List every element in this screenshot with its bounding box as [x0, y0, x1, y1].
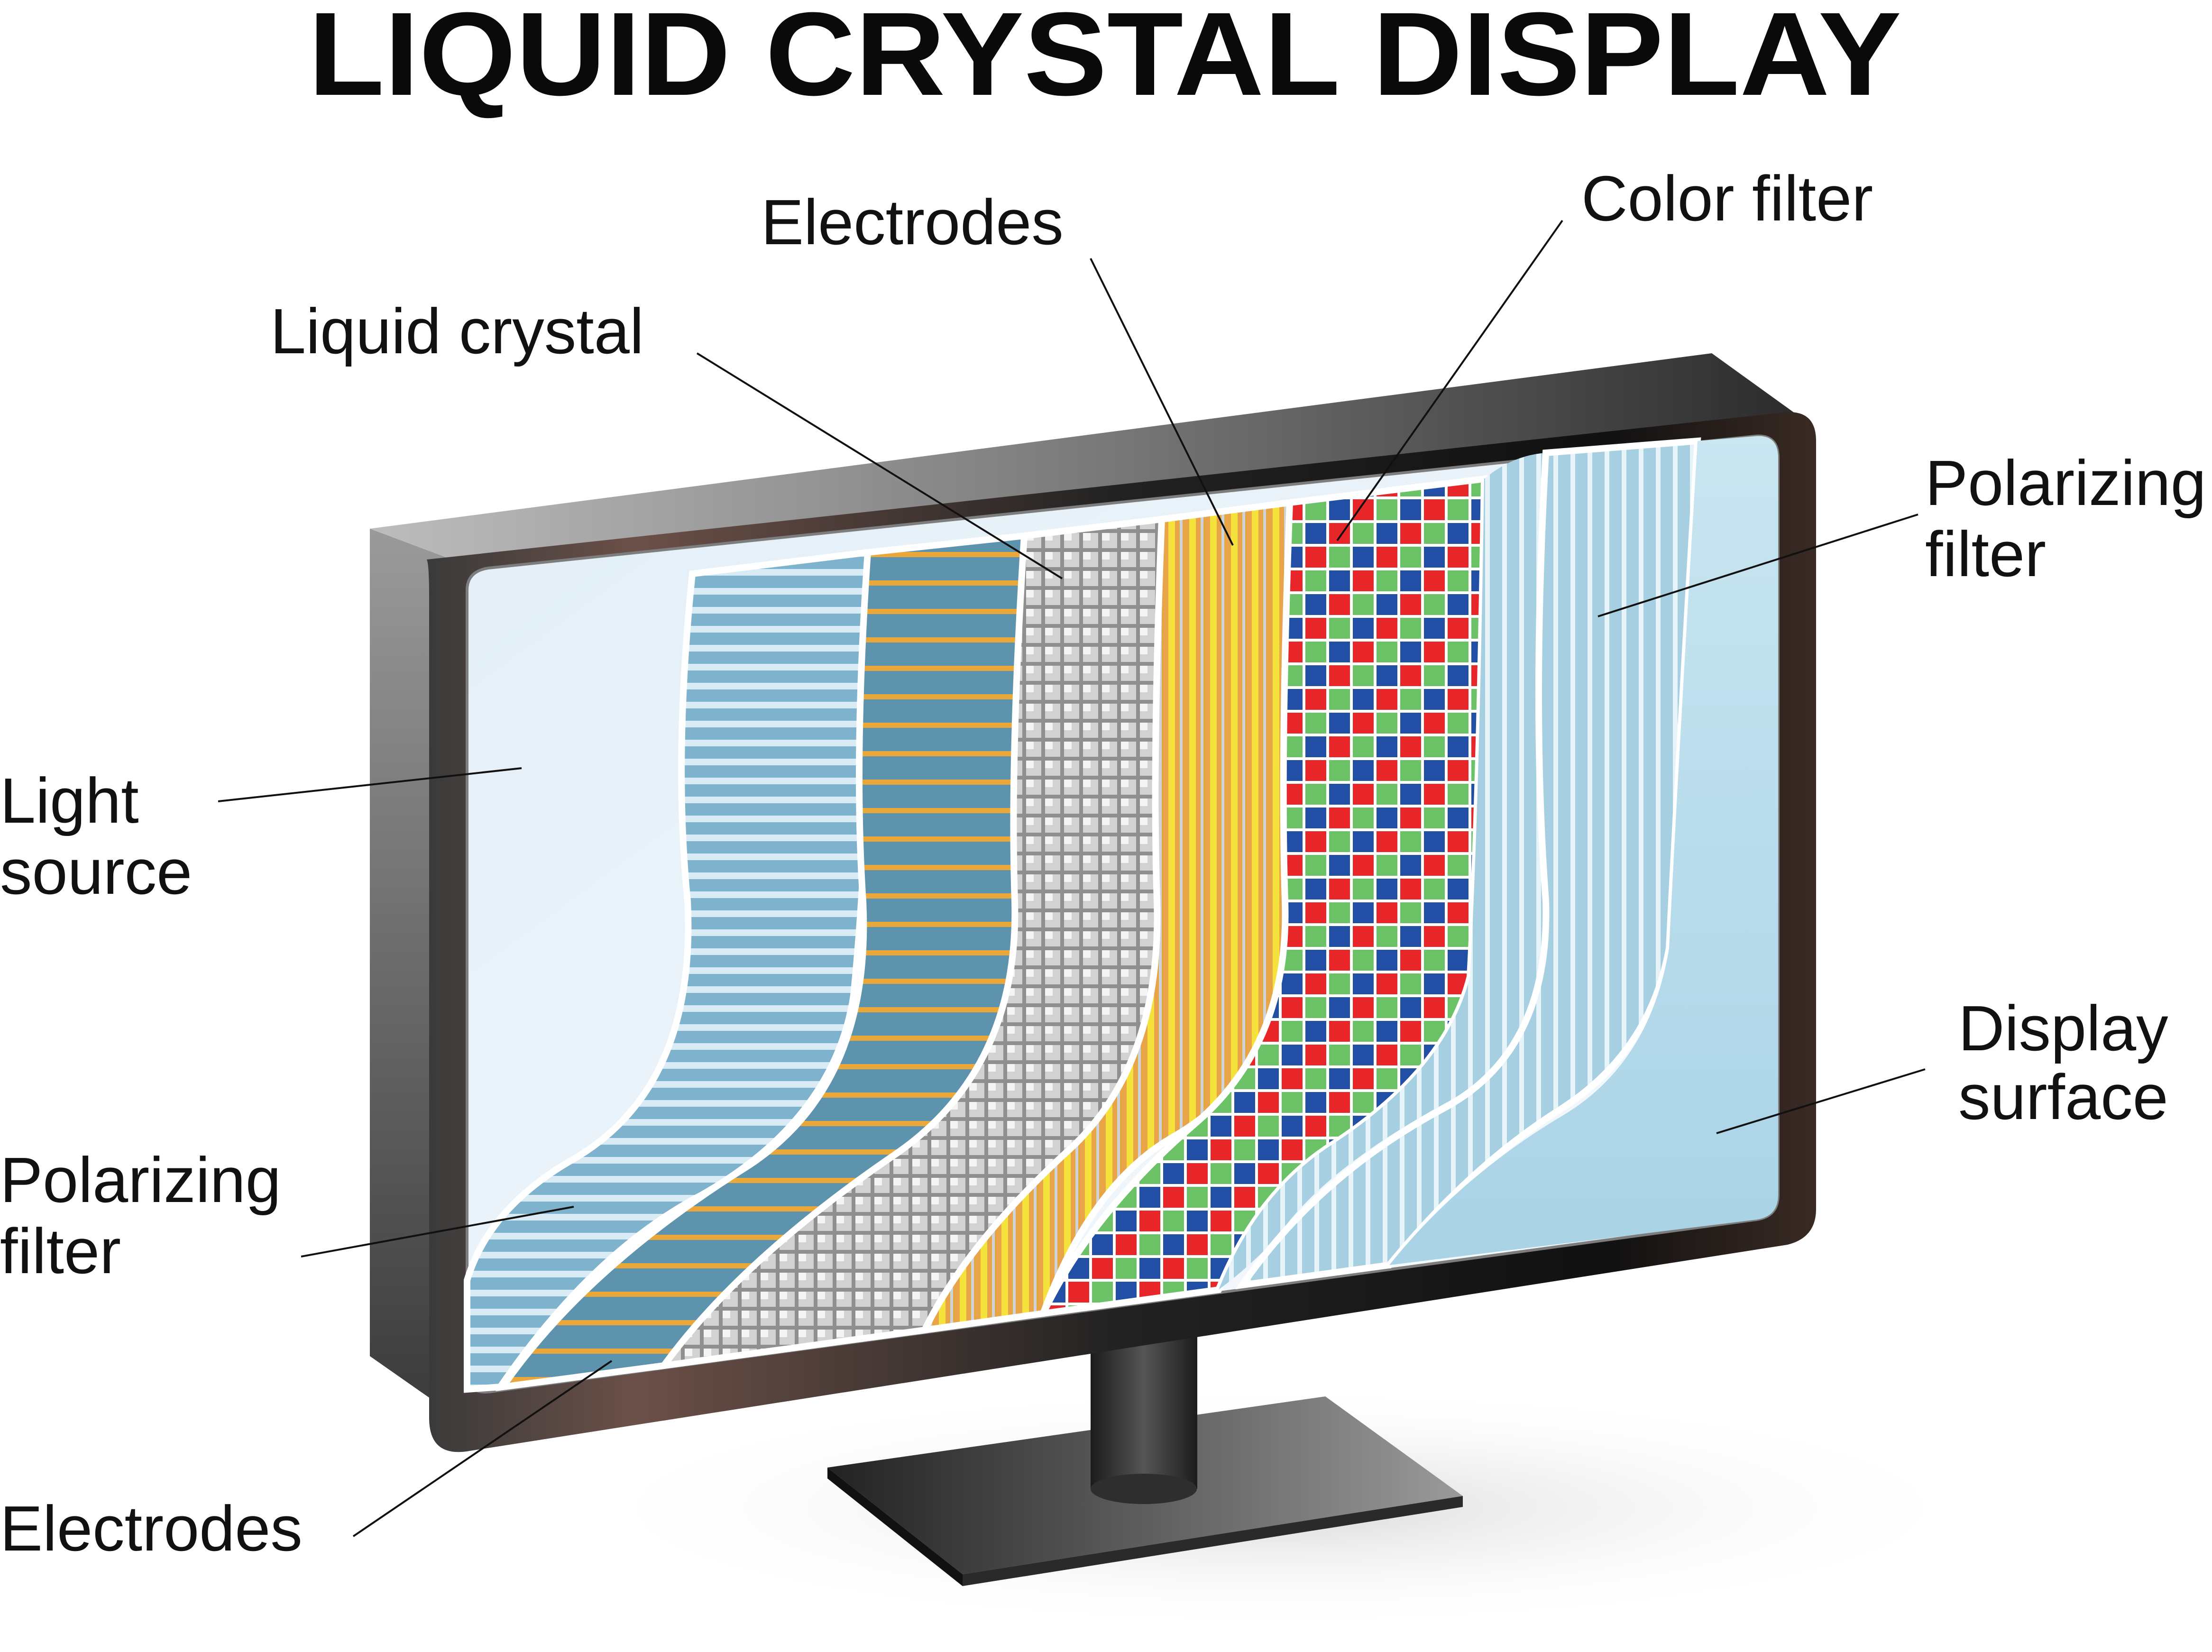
leader-liquid-crystal — [696, 352, 1063, 579]
leader-lines — [218, 220, 1926, 1537]
leader-electrodes-back — [352, 1360, 613, 1537]
label-electrodes-front: Electrodes — [761, 186, 1064, 258]
page-title: LIQUID CRYSTAL DISPLAY — [308, 0, 1901, 120]
label-light-source: Light source — [0, 765, 192, 908]
label-liquid-crystal: Liquid crystal — [270, 295, 644, 367]
lcd-layers — [464, 436, 1778, 1393]
leader-color-filter — [1336, 220, 1563, 541]
leader-polarizing-filter-back — [301, 1206, 574, 1257]
layer-front-polarizer — [1219, 453, 1546, 1290]
leader-electrodes-front — [1090, 258, 1234, 546]
label-display-surface: Display surface — [1958, 992, 2186, 1133]
labels: Light source Polarizing filter Electrode… — [0, 163, 2212, 1564]
label-color-filter: Color filter — [1581, 163, 1873, 234]
leader-light-source — [218, 767, 522, 802]
leader-display-surface — [1716, 1068, 1926, 1134]
leader-polarizing-filter-front — [1597, 514, 1918, 617]
label-electrodes-back: Electrodes — [0, 1493, 303, 1564]
label-polarizing-filter-back: Polarizing filter — [0, 1144, 299, 1287]
monitor-stand — [827, 1290, 1463, 1586]
layer-display-surface — [1389, 436, 1778, 1266]
label-polarizing-filter-front: Polarizing filter — [1925, 447, 2212, 590]
